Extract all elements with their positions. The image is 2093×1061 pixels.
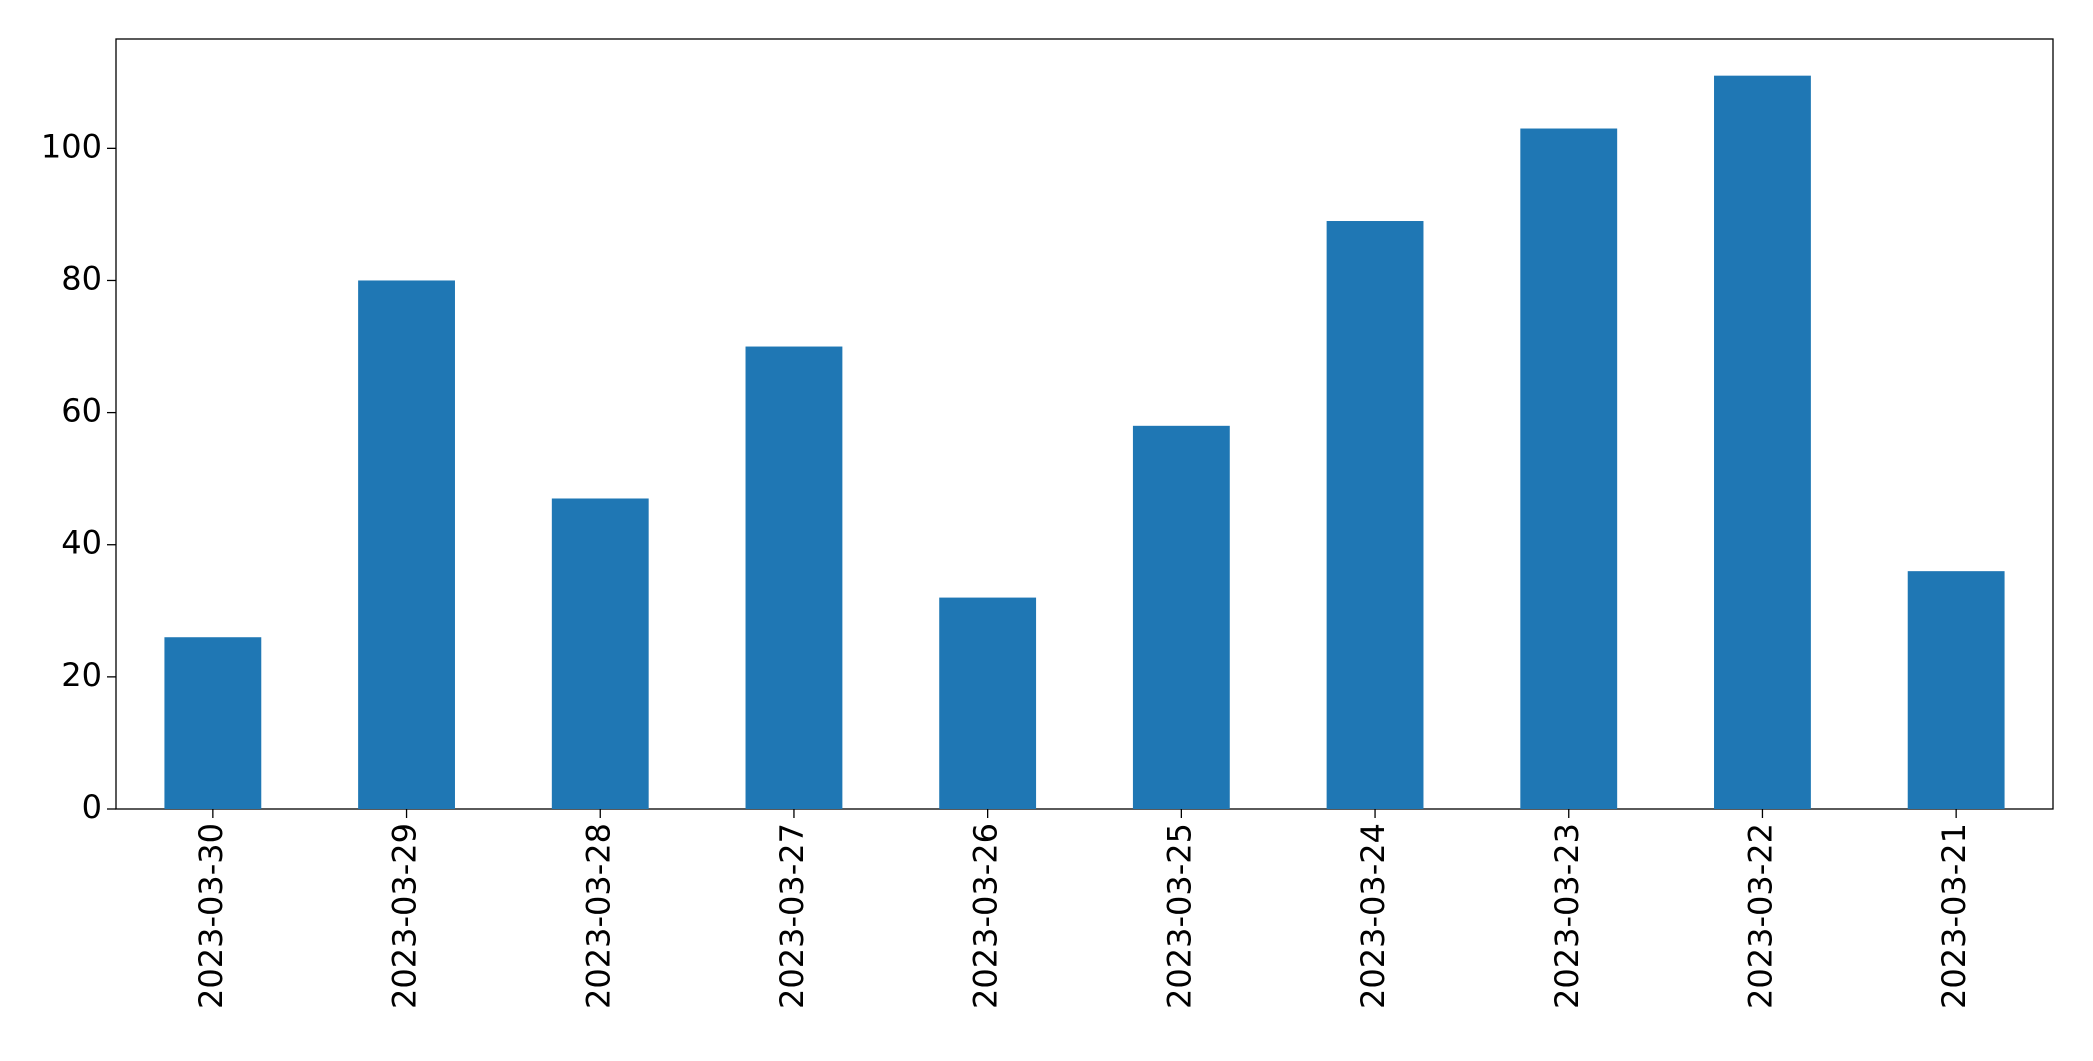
- bar: [358, 280, 455, 810]
- x-tick-label: 2023-03-25: [1160, 823, 1198, 1009]
- x-tick-label: 2023-03-24: [1354, 823, 1392, 1009]
- plot-frame: [115, 38, 2054, 810]
- x-tick-label: 2023-03-22: [1741, 823, 1779, 1009]
- y-tick-label: 100: [41, 127, 102, 165]
- bar: [745, 346, 843, 809]
- x-tick-label: 2023-03-21: [1935, 823, 1973, 1009]
- bar: [164, 637, 262, 809]
- y-tick-label: 60: [61, 392, 102, 430]
- x-tick-label: 2023-03-29: [386, 823, 424, 1009]
- y-tick-label: 20: [61, 656, 102, 694]
- bar: [551, 498, 649, 809]
- y-tick-label: 40: [61, 524, 102, 562]
- bar: [1520, 128, 1618, 809]
- bar: [1907, 571, 2005, 809]
- y-tick-label: 80: [61, 259, 102, 297]
- x-tick-label: 2023-03-27: [773, 823, 811, 1009]
- bar: [939, 597, 1037, 809]
- x-tick-label: 2023-03-28: [579, 823, 617, 1009]
- x-tick-label: 2023-03-23: [1548, 823, 1586, 1009]
- x-tick-label: 2023-03-26: [967, 823, 1005, 1009]
- bar: [1714, 75, 1811, 809]
- bar: [1326, 221, 1424, 809]
- x-tick-label: 2023-03-30: [192, 823, 230, 1009]
- bar: [1132, 425, 1230, 809]
- y-tick-label: 0: [82, 788, 102, 826]
